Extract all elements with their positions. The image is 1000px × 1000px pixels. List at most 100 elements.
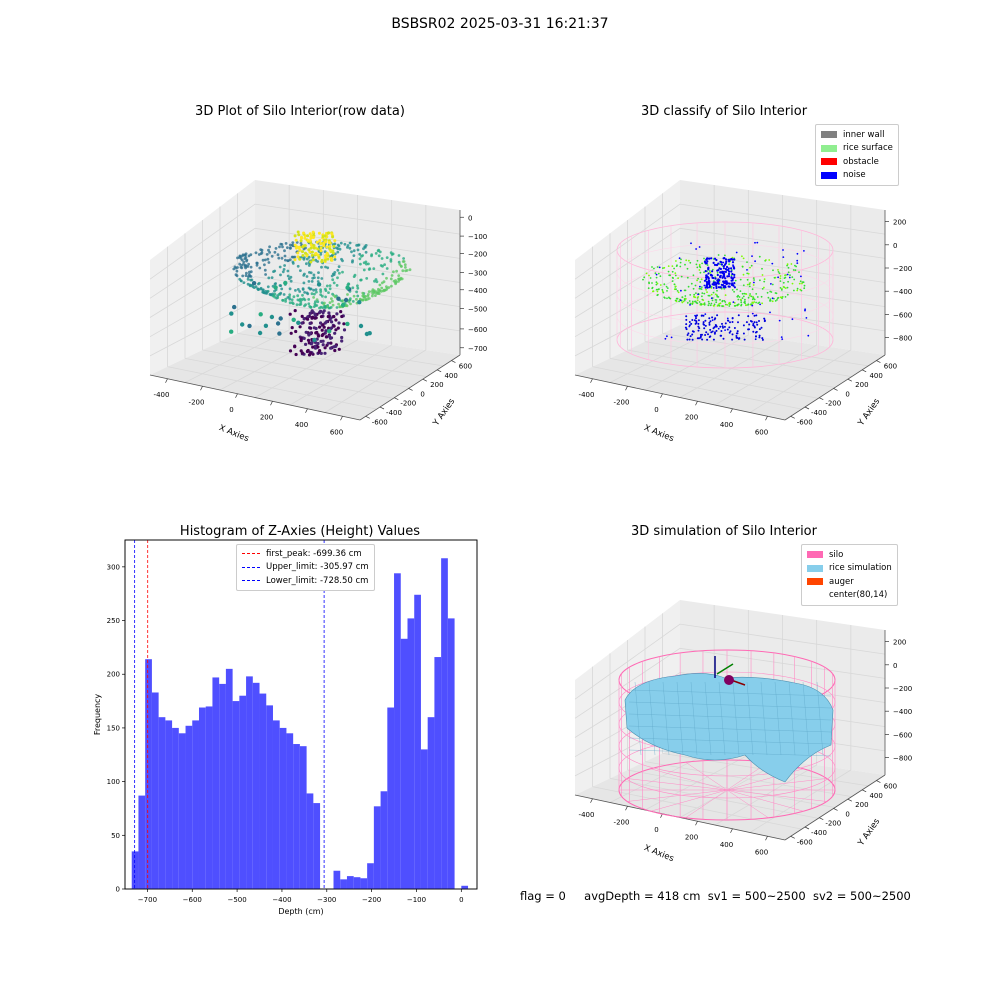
y-tick [422, 378, 428, 382]
data-point [235, 269, 239, 273]
grid-line [149, 203, 461, 280]
x-tick-label: -400 [154, 391, 170, 399]
data-point [686, 276, 689, 279]
legend-first-peak: first_peak: -699.36 cm [242, 547, 369, 561]
data-point [735, 332, 738, 335]
data-point [709, 328, 712, 331]
data-point [328, 245, 332, 248]
data-point [698, 246, 701, 248]
data-point [300, 336, 304, 340]
data-point [698, 269, 701, 271]
data-point [298, 290, 302, 293]
plot-frame [124, 539, 478, 890]
data-point [273, 250, 277, 254]
histogram-bar [279, 727, 287, 889]
data-point [750, 320, 753, 323]
data-point [656, 294, 659, 297]
data-point [651, 282, 653, 284]
data-point [306, 315, 310, 319]
data-point [345, 321, 350, 327]
data-point [656, 290, 659, 293]
data-point [689, 294, 692, 296]
data-point [331, 249, 335, 253]
data-point [715, 301, 718, 304]
data-point [385, 285, 388, 288]
data-point [730, 276, 733, 279]
data-point [716, 314, 719, 317]
histogram-bar [427, 717, 435, 889]
data-point [329, 316, 333, 320]
data-point [328, 287, 332, 291]
z-tick-label: −300 [468, 269, 487, 277]
data-point [735, 335, 738, 337]
data-point [241, 274, 245, 278]
data-point [336, 243, 340, 247]
z-tick-label: −600 [893, 311, 912, 319]
data-point [329, 346, 333, 350]
data-point [763, 278, 766, 280]
data-point [295, 303, 299, 307]
data-point [341, 270, 344, 274]
data-point [365, 262, 368, 266]
data-point [244, 256, 248, 259]
data-point [803, 250, 805, 252]
data-point [286, 296, 290, 299]
y-tick-label: -400 [386, 409, 402, 417]
data-point [232, 267, 236, 271]
data-point [782, 281, 785, 284]
data-point [312, 296, 315, 299]
legend-swatch [807, 578, 823, 586]
y-tick [804, 406, 810, 410]
data-point [733, 305, 736, 307]
data-point [702, 323, 705, 325]
y-tick-label: -400 [811, 409, 827, 417]
data-point [714, 331, 716, 334]
data-point [788, 276, 791, 279]
data-point [340, 314, 344, 319]
data-point [721, 322, 723, 325]
silo-ring [616, 243, 834, 301]
data-point [662, 267, 664, 269]
data-point [798, 282, 801, 285]
data-point [803, 287, 806, 290]
data-point [755, 321, 758, 324]
data-point [733, 286, 736, 289]
data-point [722, 261, 725, 264]
data-point [292, 295, 296, 299]
data-point [727, 285, 730, 288]
data-point [321, 323, 325, 327]
data-point [308, 232, 312, 236]
data-point [329, 341, 333, 345]
x-tick-label: 200 [260, 413, 273, 421]
data-point [741, 292, 744, 295]
data-point [306, 234, 310, 238]
data-point [683, 289, 686, 292]
data-point [789, 274, 791, 276]
data-point [792, 269, 795, 271]
data-point [367, 290, 371, 293]
data-point [685, 259, 688, 262]
data-point [725, 283, 728, 286]
y-tick-label: 600 [884, 783, 897, 791]
data-point [716, 289, 718, 292]
data-point [772, 269, 774, 272]
data-point [303, 291, 306, 294]
histogram-bar [400, 638, 408, 889]
data-point [667, 270, 670, 273]
data-point [310, 280, 314, 283]
data-point [722, 265, 725, 268]
data-point [686, 334, 689, 336]
data-point [242, 262, 245, 266]
data-point [770, 291, 773, 293]
data-point [313, 316, 317, 320]
data-point [742, 324, 745, 327]
data-point [315, 290, 318, 294]
data-point [322, 242, 326, 246]
data-point [374, 294, 377, 297]
data-point [771, 297, 774, 300]
y-tick-label: -200 [825, 400, 841, 408]
mesh-line [732, 681, 740, 756]
data-point [254, 251, 258, 255]
silo-floor-spoke [627, 789, 728, 802]
data-point [729, 258, 732, 261]
